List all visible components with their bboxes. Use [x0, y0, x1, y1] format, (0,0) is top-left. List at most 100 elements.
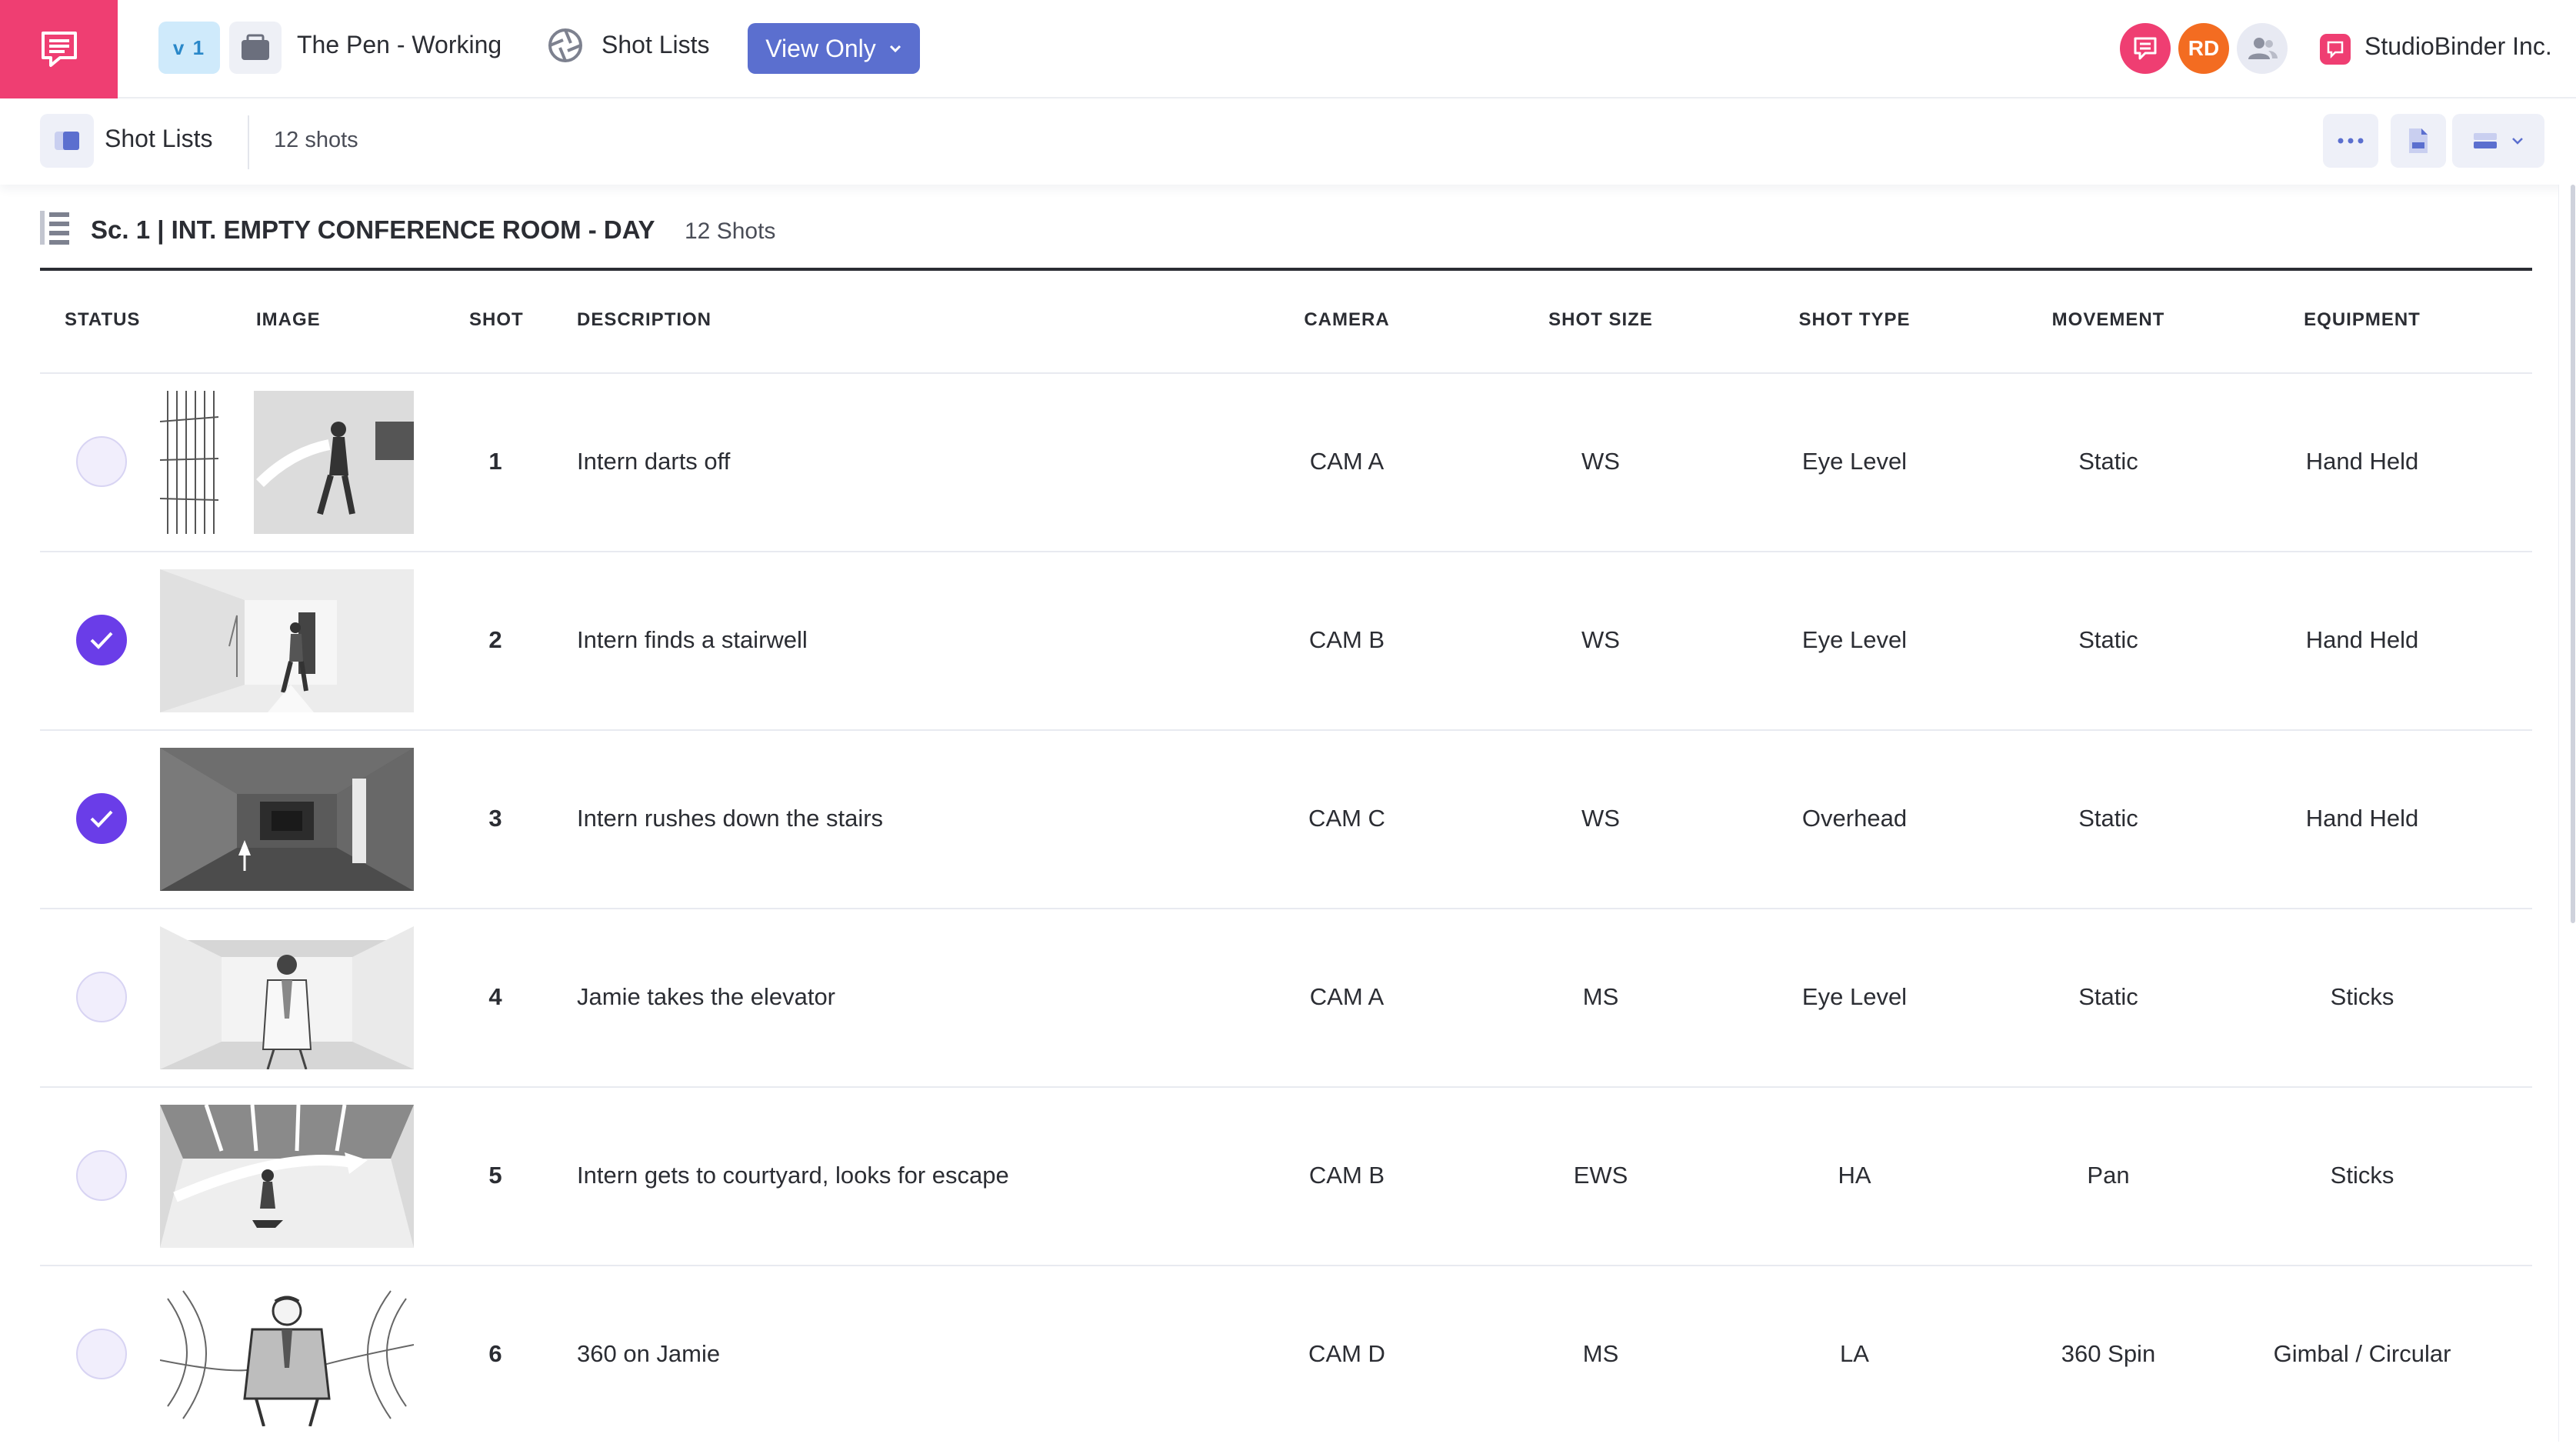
scene-header: Sc. 1 | INT. EMPTY CONFERENCE ROOM - DAY…: [40, 206, 2532, 271]
column-header-shot-type[interactable]: SHOT TYPE: [1798, 309, 1911, 330]
shot-camera[interactable]: CAM B: [1308, 626, 1385, 653]
project-name-link[interactable]: The Pen - Working: [297, 31, 502, 58]
table-row[interactable]: 3 Intern rushes down the stairs CAM C WS…: [40, 731, 2532, 909]
shot-number: 5: [488, 1162, 502, 1189]
shot-size[interactable]: MS: [1582, 983, 1619, 1010]
more-options-button[interactable]: [2323, 114, 2378, 168]
app-logo[interactable]: [0, 0, 118, 98]
shot-size[interactable]: EWS: [1573, 1162, 1628, 1189]
shot-description[interactable]: Jamie takes the elevator: [577, 983, 836, 1010]
people-icon: [2248, 38, 2278, 59]
scene-list-icon[interactable]: [40, 211, 71, 245]
shot-equipment[interactable]: Hand Held: [2305, 448, 2419, 475]
shot-description[interactable]: Intern darts off: [577, 448, 731, 475]
shot-equipment[interactable]: Hand Held: [2305, 626, 2419, 653]
shot-movement[interactable]: Static: [2078, 448, 2138, 475]
checkmark-icon: [90, 810, 113, 828]
shot-camera[interactable]: CAM C: [1308, 805, 1385, 832]
table-row[interactable]: 4 Jamie takes the elevator CAM A MS Eye …: [40, 909, 2532, 1087]
shot-description[interactable]: 360 on Jamie: [577, 1340, 721, 1367]
shot-type[interactable]: Eye Level: [1801, 983, 1908, 1010]
shot-type[interactable]: HA: [1838, 1162, 1871, 1189]
column-header-status[interactable]: STATUS: [65, 309, 141, 330]
team-avatar[interactable]: [2237, 23, 2288, 74]
column-header-description[interactable]: DESCRIPTION: [577, 309, 712, 330]
status-checkbox[interactable]: [76, 615, 127, 665]
panel-icon: [55, 132, 79, 150]
shot-thumbnail[interactable]: [160, 1283, 414, 1426]
table-row[interactable]: 6 360 on Jamie CAM D MS LA 360 Spin Gimb…: [40, 1266, 2532, 1444]
user-avatar[interactable]: RD: [2178, 23, 2229, 74]
shot-thumbnail[interactable]: [160, 569, 414, 712]
shot-thumbnail[interactable]: [160, 748, 414, 891]
status-checkbox[interactable]: [76, 972, 127, 1022]
shot-movement[interactable]: Static: [2078, 805, 2138, 832]
ellipsis-icon: [2338, 138, 2364, 144]
layout-view-dropdown[interactable]: [2452, 114, 2544, 168]
status-checkbox[interactable]: [76, 436, 127, 487]
row-divider: [40, 908, 2532, 909]
status-checkbox[interactable]: [76, 1329, 127, 1379]
sidebar-toggle-button[interactable]: [40, 114, 94, 168]
shot-size[interactable]: MS: [1582, 1340, 1619, 1367]
shot-number: 1: [488, 448, 502, 475]
shot-thumbnail[interactable]: [160, 1105, 414, 1248]
shot-lists-link[interactable]: Shot Lists: [602, 31, 710, 58]
shot-camera[interactable]: CAM A: [1309, 448, 1385, 475]
briefcase-icon[interactable]: [229, 22, 282, 74]
table-row[interactable]: 2 Intern finds a stairwell CAM B WS Eye …: [40, 552, 2532, 730]
shot-description[interactable]: Intern finds a stairwell: [577, 626, 808, 653]
shot-type[interactable]: Overhead: [1801, 805, 1908, 832]
scene-shot-count: 12 Shots: [685, 218, 776, 244]
shot-description[interactable]: Intern gets to courtyard, looks for esca…: [577, 1162, 1009, 1189]
shot-equipment[interactable]: Gimbal / Circular: [2273, 1340, 2451, 1367]
shot-movement[interactable]: Static: [2078, 983, 2138, 1010]
shot-size[interactable]: WS: [1581, 448, 1620, 475]
column-header-image[interactable]: IMAGE: [256, 309, 321, 330]
shot-camera[interactable]: CAM A: [1309, 983, 1385, 1010]
chat-avatar[interactable]: [2120, 23, 2171, 74]
shot-thumbnail[interactable]: [160, 926, 414, 1069]
scene-title[interactable]: Sc. 1 | INT. EMPTY CONFERENCE ROOM - DAY: [91, 215, 655, 244]
column-header-camera[interactable]: CAMERA: [1304, 309, 1390, 330]
company-logo-icon: [2320, 34, 2351, 65]
shot-movement[interactable]: 360 Spin: [2061, 1340, 2156, 1367]
row-divider: [40, 1086, 2532, 1088]
scrollbar-thumb[interactable]: [2571, 185, 2575, 923]
shot-camera[interactable]: CAM B: [1308, 1162, 1385, 1189]
chevron-down-icon: [2512, 138, 2523, 145]
column-header-shot[interactable]: SHOT: [469, 309, 524, 330]
table-row[interactable]: 5 Intern gets to courtyard, looks for es…: [40, 1088, 2532, 1266]
shot-size[interactable]: WS: [1581, 626, 1620, 653]
pdf-icon: [2409, 128, 2428, 153]
shot-number: 2: [488, 626, 502, 653]
view-only-label: View Only: [765, 34, 876, 62]
status-checkbox[interactable]: [76, 793, 127, 844]
shot-camera[interactable]: CAM D: [1308, 1340, 1385, 1367]
version-badge[interactable]: v 1: [158, 22, 220, 74]
column-header-equipment[interactable]: EQUIPMENT: [2304, 309, 2421, 330]
row-divider: [40, 551, 2532, 552]
aperture-icon: [548, 28, 582, 62]
shot-type[interactable]: Eye Level: [1801, 448, 1908, 475]
shot-movement[interactable]: Pan: [2087, 1162, 2130, 1189]
shot-equipment[interactable]: Sticks: [2330, 983, 2394, 1010]
shot-description[interactable]: Intern rushes down the stairs: [577, 805, 884, 832]
shot-size[interactable]: WS: [1581, 805, 1620, 832]
table-row[interactable]: 1 Intern darts off CAM A WS Eye Level St…: [40, 374, 2532, 552]
row-divider: [40, 1265, 2532, 1266]
column-header-movement[interactable]: MOVEMENT: [2051, 309, 2165, 330]
company-menu[interactable]: StudioBinder Inc.: [2364, 32, 2552, 60]
shot-movement[interactable]: Static: [2078, 626, 2138, 653]
shot-type[interactable]: LA: [1840, 1340, 1869, 1367]
shot-equipment[interactable]: Sticks: [2330, 1162, 2394, 1189]
column-header-shot-size[interactable]: SHOT SIZE: [1548, 309, 1653, 330]
view-only-dropdown[interactable]: View Only: [748, 23, 920, 74]
checkmark-icon: [90, 632, 113, 649]
status-checkbox[interactable]: [76, 1150, 127, 1201]
shot-equipment[interactable]: Hand Held: [2305, 805, 2419, 832]
export-pdf-button[interactable]: [2391, 114, 2446, 168]
shot-thumbnail[interactable]: [160, 391, 414, 534]
shot-type[interactable]: Eye Level: [1801, 626, 1908, 653]
shot-number: 6: [488, 1340, 502, 1367]
